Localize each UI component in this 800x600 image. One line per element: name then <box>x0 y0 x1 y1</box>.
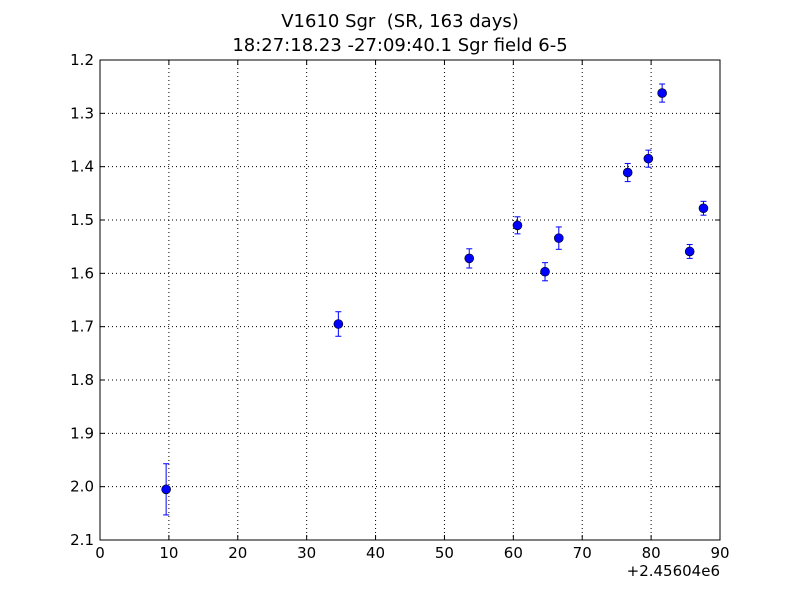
data-point <box>657 88 667 98</box>
y-tick-label: 1.4 <box>70 158 94 176</box>
chart-subtitle: 18:27:18.23 -27:09:40.1 Sgr field 6-5 <box>232 35 568 56</box>
y-tick-label: 1.8 <box>70 371 94 389</box>
y-tick-label: 2.0 <box>70 478 94 496</box>
axes-frame <box>99 59 721 541</box>
data-point <box>161 484 171 495</box>
chart-title: V1610 Sgr (SR, 163 days) <box>281 11 519 32</box>
x-tick-label: 30 <box>297 544 316 562</box>
data-point <box>464 253 475 264</box>
data-point <box>698 203 709 214</box>
x-tick-label: 60 <box>504 544 523 562</box>
x-tick-label: 40 <box>366 544 385 562</box>
x-tick-label: 10 <box>159 544 178 562</box>
x-tick-label: 70 <box>573 544 592 562</box>
y-tick-label: 1.2 <box>70 51 94 69</box>
x-tick-label: 0 <box>95 544 105 562</box>
x-tick-label: 50 <box>435 544 454 562</box>
y-tick-label: 1.6 <box>70 264 94 282</box>
y-tick-label: 2.1 <box>70 531 94 549</box>
x-tick-label: 80 <box>642 544 661 562</box>
data-point <box>643 153 654 164</box>
y-tick-label: 1.5 <box>70 211 94 229</box>
data-point <box>622 167 633 178</box>
data-point <box>553 233 564 243</box>
x-tick-label: 20 <box>228 544 247 562</box>
y-tick-label: 1.3 <box>70 104 94 122</box>
y-tick-label: 1.9 <box>70 424 94 442</box>
data-point <box>540 266 550 277</box>
data-point <box>512 220 523 231</box>
x-offset-label: +2.45604e6 <box>627 562 720 580</box>
y-tick-label: 1.7 <box>70 318 94 336</box>
x-tick-label: 90 <box>710 544 729 562</box>
data-point <box>684 246 695 257</box>
data-point <box>333 319 344 329</box>
